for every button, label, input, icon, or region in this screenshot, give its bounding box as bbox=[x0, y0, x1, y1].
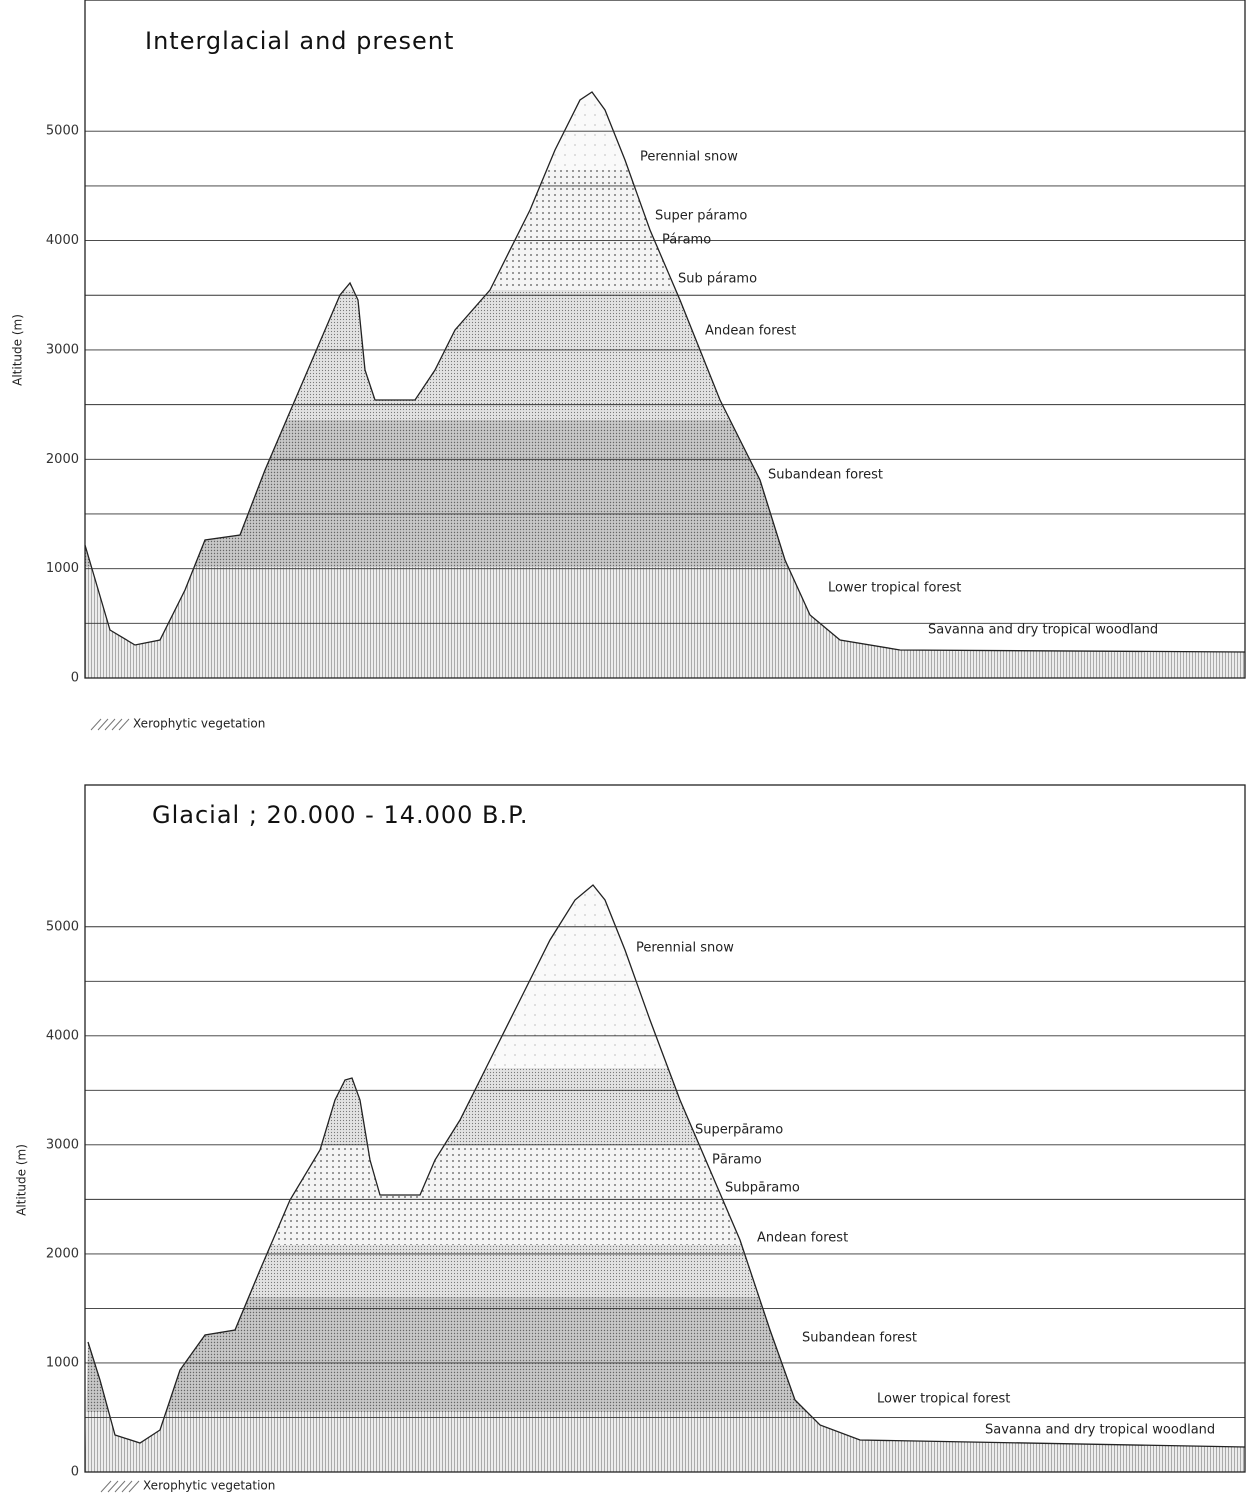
vegetation-belt bbox=[85, 170, 1245, 290]
zone-label: Páramo bbox=[662, 233, 711, 248]
figure: 0 1000 2000 3000 4000 5000 Interglacial and pr… bbox=[0, 0, 1250, 1497]
y-tick-label: 0 bbox=[71, 671, 79, 686]
zone-label: Savanna and dry tropical woodland bbox=[928, 623, 1158, 638]
legend-label: Xerophytic vegetation bbox=[143, 1479, 275, 1493]
zone-label: Lower tropical forest bbox=[877, 1392, 1010, 1407]
vegetation-belt bbox=[85, 420, 1245, 567]
zone-label: Superpāramo bbox=[695, 1123, 783, 1138]
zone-label: Sub páramo bbox=[678, 272, 757, 287]
y-tick-label: 4000 bbox=[46, 1028, 79, 1043]
zone-label: Subandean forest bbox=[768, 468, 883, 483]
zone-label: Andean forest bbox=[705, 324, 796, 339]
vegetation-belt bbox=[85, 800, 1245, 1068]
panel: 0 1000 2000 3000 4000 5000 Glacial ; 20.000 - … bbox=[15, 785, 1246, 1497]
zone-label: Subandean forest bbox=[802, 1331, 917, 1346]
zone-label: Lower tropical forest bbox=[828, 581, 961, 596]
vegetation-belt bbox=[85, 1145, 1245, 1245]
y-tick-label: 1000 bbox=[46, 1355, 79, 1370]
zone-label: Pāramo bbox=[712, 1153, 762, 1168]
y-axis-label: Altitude (m) bbox=[11, 314, 25, 386]
legend-label: Xerophytic vegetation bbox=[133, 717, 265, 731]
y-tick-label: 2000 bbox=[46, 1246, 79, 1261]
vegetation-belt bbox=[85, 290, 1245, 420]
zone-label: Andean forest bbox=[757, 1231, 848, 1246]
zone-label: Perennial snow bbox=[636, 941, 734, 956]
panel: 0 1000 2000 3000 4000 5000 Interglacial and pr… bbox=[11, 0, 1246, 731]
panel-title: Glacial ; 20.000 - 14.000 B.P. bbox=[152, 801, 529, 829]
y-tick-label: 4000 bbox=[46, 233, 79, 248]
zone-label: Super páramo bbox=[655, 209, 747, 224]
y-tick-label: 5000 bbox=[46, 919, 79, 934]
zone-label: Subpāramo bbox=[725, 1181, 800, 1196]
y-tick-label: 3000 bbox=[46, 342, 79, 357]
y-tick-label: 0 bbox=[71, 1465, 79, 1480]
y-axis-label: Altitude (m) bbox=[15, 1144, 29, 1216]
mountain bbox=[85, 800, 1245, 1497]
y-tick-label: 1000 bbox=[46, 561, 79, 576]
y-tick-label: 2000 bbox=[46, 452, 79, 467]
y-tick-label: 3000 bbox=[46, 1137, 79, 1152]
y-tick-label: 5000 bbox=[46, 124, 79, 139]
zone-label: Perennial snow bbox=[640, 150, 738, 165]
vegetation-belt bbox=[85, 0, 1245, 170]
vegetation-belt bbox=[85, 1297, 1245, 1412]
panel-title: Interglacial and present bbox=[145, 27, 454, 55]
zone-label: Savanna and dry tropical woodland bbox=[985, 1423, 1215, 1438]
vegetation-belt bbox=[85, 1068, 1245, 1145]
